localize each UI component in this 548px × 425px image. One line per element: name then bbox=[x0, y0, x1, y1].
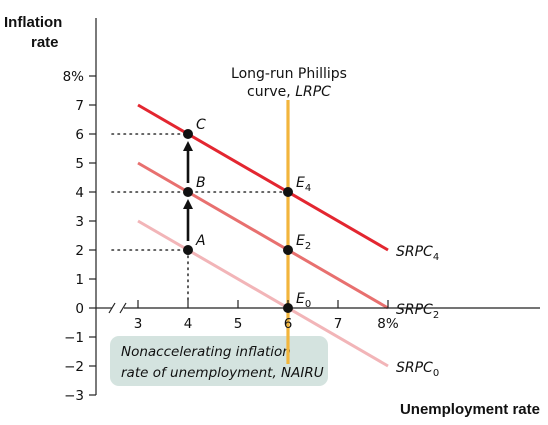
lrpc-label-line1: Long-run Phillips bbox=[231, 66, 347, 82]
nairu-text-line2: rate of unemployment, NAIRU bbox=[121, 365, 324, 381]
lrpc-label-curve: curve, bbox=[247, 84, 291, 100]
x-tick-label: 6 bbox=[284, 316, 293, 332]
y-tick-label: 4 bbox=[75, 185, 84, 201]
x-tick-label: 5 bbox=[234, 316, 243, 332]
srpc-line-0 bbox=[137, 219, 389, 368]
srpc-line-4 bbox=[137, 103, 389, 252]
axis-break-mark bbox=[119, 302, 127, 314]
point-label-C: C bbox=[196, 117, 206, 133]
lrpc-label-abbrev: LRPC bbox=[295, 84, 331, 100]
srpc-label-4: SRPC4 bbox=[396, 244, 439, 263]
points-layer: A B C E0 E2 E4 bbox=[183, 117, 311, 313]
y-tick-label: 6 bbox=[75, 127, 84, 143]
point-label-E0: E0 bbox=[296, 291, 311, 310]
srpc-series-layer: SRPC0 SRPC2 SRPC4 bbox=[137, 103, 439, 379]
y-tick-label: −2 bbox=[64, 359, 84, 375]
point-B bbox=[183, 187, 193, 197]
axes-layer: 8% 7 6 5 4 3 2 1 0 −1 −2 −3 3 4 5 6 7 8% bbox=[63, 18, 540, 404]
lrpc-label-line2: curve, LRPC bbox=[247, 84, 331, 100]
point-E2 bbox=[283, 245, 293, 255]
x-tick-label: 8% bbox=[377, 316, 399, 332]
y-tick-label: 7 bbox=[75, 98, 84, 114]
point-label-B: B bbox=[196, 175, 206, 191]
srpc-line-2 bbox=[137, 161, 389, 310]
nairu-text-line1: Nonaccelerating inflation bbox=[121, 344, 291, 360]
point-C bbox=[183, 129, 193, 139]
point-label-A: A bbox=[195, 233, 206, 249]
x-tick-label: 4 bbox=[184, 316, 193, 332]
y-tick-label: 5 bbox=[75, 156, 84, 172]
point-label-E2: E2 bbox=[296, 233, 311, 252]
shift-arrow-head bbox=[183, 199, 193, 209]
x-tick-label: 7 bbox=[334, 316, 343, 332]
x-tick-label: 3 bbox=[134, 316, 143, 332]
y-tick-label: 8% bbox=[63, 69, 85, 85]
arrows-layer bbox=[183, 141, 193, 241]
guide-lines-layer bbox=[111, 133, 289, 305]
srpc-label-0: SRPC0 bbox=[396, 360, 439, 379]
y-tick-label: 1 bbox=[75, 272, 84, 288]
shift-arrow-head bbox=[183, 141, 193, 151]
nairu-annotation: Nonaccelerating inflation rate of unempl… bbox=[110, 336, 328, 386]
point-label-E4: E4 bbox=[296, 175, 311, 194]
y-axis-title-line1: Inflation bbox=[4, 14, 62, 31]
y-tick-label: −1 bbox=[64, 330, 84, 346]
y-tick-label: −3 bbox=[64, 388, 84, 404]
nairu-box bbox=[110, 336, 328, 386]
y-tick-label: 0 bbox=[75, 301, 84, 317]
y-tick-label: 3 bbox=[75, 214, 84, 230]
y-axis-title-line2: rate bbox=[31, 34, 59, 51]
point-A bbox=[183, 245, 193, 255]
y-tick-label: 2 bbox=[75, 243, 84, 259]
point-E4 bbox=[283, 187, 293, 197]
x-axis-title: Unemployment rate bbox=[400, 401, 540, 418]
srpc-label-2: SRPC2 bbox=[396, 302, 439, 321]
axis-break-mark bbox=[108, 302, 116, 314]
point-E0 bbox=[283, 303, 293, 313]
